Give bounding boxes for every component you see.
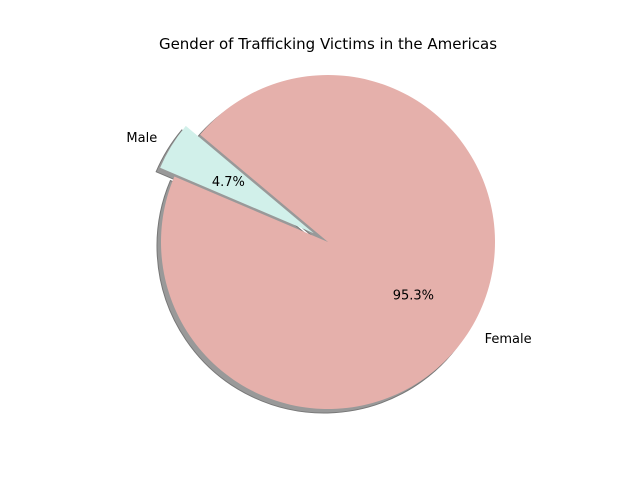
slice-pct-female: 95.3%: [393, 288, 434, 303]
slice-label-male: Male: [126, 131, 157, 146]
chart-title: Gender of Trafficking Victims in the Ame…: [159, 35, 497, 53]
slice-label-female: Female: [485, 332, 532, 347]
slice-pct-male: 4.7%: [212, 175, 245, 190]
slice-male: [160, 125, 314, 234]
pie-slices: [160, 74, 496, 409]
slice-female: [161, 74, 496, 409]
pie-labels: Male 4.7% Female 95.3%: [126, 131, 531, 347]
